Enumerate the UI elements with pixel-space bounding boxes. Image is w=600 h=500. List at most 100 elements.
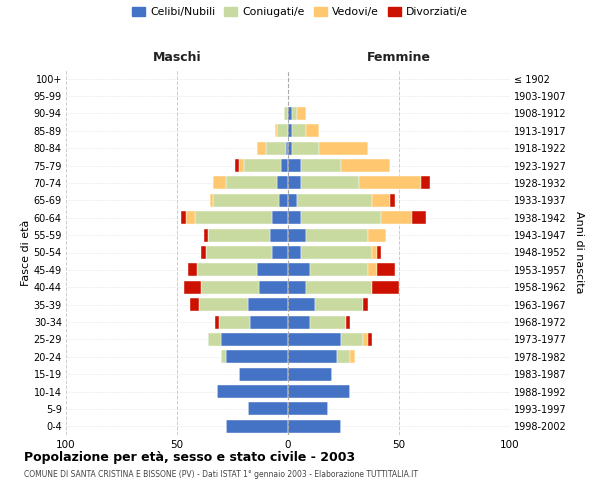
Bar xyxy=(202,246,206,259)
Bar xyxy=(226,420,288,433)
Bar xyxy=(277,176,288,190)
Bar xyxy=(364,333,368,346)
Bar xyxy=(350,350,355,364)
Bar xyxy=(217,385,288,398)
Bar xyxy=(239,159,244,172)
Bar xyxy=(257,264,288,276)
Bar xyxy=(412,211,425,224)
Bar xyxy=(288,176,301,190)
Bar xyxy=(377,246,381,259)
Bar xyxy=(188,264,197,276)
Y-axis label: Anni di nascita: Anni di nascita xyxy=(574,211,584,294)
Bar xyxy=(215,316,219,328)
Bar xyxy=(292,107,297,120)
Bar xyxy=(288,194,297,207)
Bar xyxy=(206,246,272,259)
Bar xyxy=(297,107,306,120)
Bar xyxy=(301,211,381,224)
Y-axis label: Fasce di età: Fasce di età xyxy=(20,220,31,286)
Bar xyxy=(377,264,395,276)
Bar xyxy=(421,176,430,190)
Bar xyxy=(288,316,310,328)
Bar xyxy=(337,350,350,364)
Bar xyxy=(368,333,373,346)
Bar xyxy=(368,228,386,241)
Bar xyxy=(288,159,301,172)
Bar xyxy=(306,280,373,294)
Bar xyxy=(210,194,212,207)
Bar xyxy=(208,333,221,346)
Bar xyxy=(306,228,368,241)
Bar xyxy=(190,298,199,311)
Bar xyxy=(221,350,226,364)
Bar xyxy=(235,159,239,172)
Bar xyxy=(277,124,288,138)
Bar xyxy=(212,194,279,207)
Bar xyxy=(199,298,248,311)
Bar xyxy=(373,280,399,294)
Bar xyxy=(292,142,319,154)
Bar xyxy=(390,194,395,207)
Bar xyxy=(292,124,306,138)
Bar xyxy=(279,194,288,207)
Bar xyxy=(373,194,390,207)
Bar xyxy=(341,333,364,346)
Bar xyxy=(281,159,288,172)
Bar xyxy=(288,280,306,294)
Bar xyxy=(259,280,288,294)
Bar xyxy=(368,264,377,276)
Bar xyxy=(288,107,292,120)
Bar xyxy=(341,159,390,172)
Bar xyxy=(310,264,368,276)
Bar xyxy=(195,211,272,224)
Bar xyxy=(275,124,277,138)
Bar xyxy=(310,316,346,328)
Bar xyxy=(346,316,350,328)
Bar xyxy=(203,228,208,241)
Bar xyxy=(288,420,341,433)
Bar xyxy=(301,176,359,190)
Bar xyxy=(197,264,257,276)
Bar xyxy=(186,211,195,224)
Bar xyxy=(288,402,328,415)
Bar xyxy=(181,211,186,224)
Bar xyxy=(288,246,301,259)
Bar xyxy=(250,316,288,328)
Bar xyxy=(226,350,288,364)
Bar xyxy=(373,246,377,259)
Bar xyxy=(288,264,310,276)
Bar xyxy=(306,124,319,138)
Bar xyxy=(208,228,270,241)
Bar xyxy=(297,194,373,207)
Bar xyxy=(314,298,364,311)
Bar xyxy=(359,176,421,190)
Bar xyxy=(319,142,368,154)
Text: Popolazione per età, sesso e stato civile - 2003: Popolazione per età, sesso e stato civil… xyxy=(24,451,355,464)
Bar xyxy=(284,107,288,120)
Bar xyxy=(288,124,292,138)
Bar xyxy=(288,385,350,398)
Bar xyxy=(288,211,301,224)
Bar xyxy=(288,228,306,241)
Bar xyxy=(212,176,226,190)
Bar xyxy=(288,333,341,346)
Bar xyxy=(244,159,281,172)
Bar xyxy=(219,316,250,328)
Bar xyxy=(266,142,286,154)
Bar xyxy=(301,246,373,259)
Text: COMUNE DI SANTA CRISTINA E BISSONE (PV) - Dati ISTAT 1° gennaio 2003 - Elaborazi: COMUNE DI SANTA CRISTINA E BISSONE (PV) … xyxy=(24,470,418,479)
Bar xyxy=(301,159,341,172)
Text: Maschi: Maschi xyxy=(152,51,202,64)
Bar xyxy=(270,228,288,241)
Bar xyxy=(288,368,332,380)
Bar xyxy=(288,298,314,311)
Bar xyxy=(239,368,288,380)
Bar xyxy=(381,211,412,224)
Bar xyxy=(221,333,288,346)
Bar xyxy=(184,280,202,294)
Bar xyxy=(286,142,288,154)
Text: Femmine: Femmine xyxy=(367,51,431,64)
Bar xyxy=(288,142,292,154)
Bar xyxy=(202,280,259,294)
Bar xyxy=(257,142,266,154)
